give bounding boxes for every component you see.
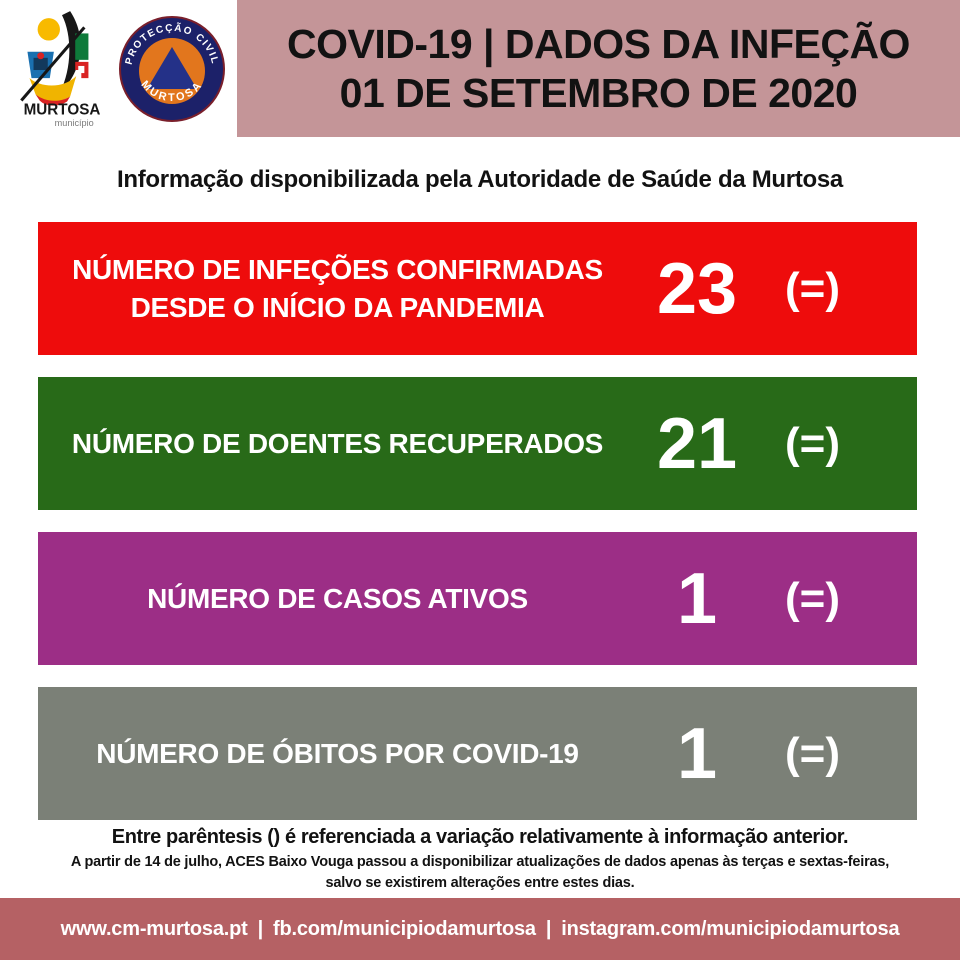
note-secondary-line1: A partir de 14 de julho, ACES Baixo Voug… xyxy=(70,854,890,870)
stat-label: NÚMERO DE DOENTES RECUPERADOS xyxy=(38,425,637,463)
stat-label: NÚMERO DE INFEÇÕES CONFIRMADAS DESDE O I… xyxy=(38,251,637,327)
stat-number: 1 xyxy=(676,558,718,639)
stat-label-line1: NÚMERO DE INFEÇÕES CONFIRMADAS xyxy=(72,253,603,285)
stat-value: 1 (=) xyxy=(637,563,917,635)
footer-separator: | xyxy=(257,917,264,940)
murtosa-municipio-logo-icon: MURTOSA município xyxy=(19,10,100,127)
note-secondary-line2: salvo se existirem alterações entre este… xyxy=(325,875,635,892)
proteccao-civil-badge-icon: PROTECÇÃO CIVIL MURTOSA xyxy=(118,15,225,122)
stat-label-line2: DESDE O INÍCIO DA PANDEMIA xyxy=(130,291,545,323)
page-title-line1: COVID-19 | DADOS DA INFEÇÃO xyxy=(287,21,910,68)
stat-label: NÚMERO DE CASOS ATIVOS xyxy=(38,580,637,618)
subtitle: Informação disponibilizada pela Autorida… xyxy=(117,165,843,193)
top-strip: MURTOSA município PROTECÇÃO CIVIL MURTOS… xyxy=(0,0,960,137)
stat-variation: (=) xyxy=(785,728,840,778)
header-band: COVID-19 | DADOS DA INFEÇÃO 01 DE SETEMB… xyxy=(237,0,960,137)
murtosa-logo-subtext: município xyxy=(54,117,93,127)
footer-separator: | xyxy=(545,917,552,940)
stat-variation: (=) xyxy=(785,418,840,468)
stat-variation: (=) xyxy=(785,263,840,313)
subtitle-wrap: Informação disponibilizada pela Autorida… xyxy=(0,137,960,222)
stat-label-line1: NÚMERO DE ÓBITOS POR COVID-19 xyxy=(96,737,579,769)
stat-band-deaths: NÚMERO DE ÓBITOS POR COVID-19 1 (=) xyxy=(38,687,917,820)
footer-link-instagram[interactable]: instagram.com/municipiodamurtosa xyxy=(561,917,900,940)
stat-label-line1: NÚMERO DE CASOS ATIVOS xyxy=(147,582,528,614)
stat-number: 23 xyxy=(656,248,738,329)
stat-number: 1 xyxy=(676,713,718,794)
footer-link-website[interactable]: www.cm-murtosa.pt xyxy=(60,917,248,940)
page-title-line2: 01 DE SETEMBRO DE 2020 xyxy=(339,69,858,116)
stat-number: 21 xyxy=(656,403,738,484)
stats-list: NÚMERO DE INFEÇÕES CONFIRMADAS DESDE O I… xyxy=(0,222,960,820)
note-main: Entre parêntesis () é referenciada a var… xyxy=(111,826,849,848)
stat-value: 21 (=) xyxy=(637,408,917,480)
footer-link-facebook[interactable]: fb.com/municipiodamurtosa xyxy=(273,917,536,940)
stat-label: NÚMERO DE ÓBITOS POR COVID-19 xyxy=(38,735,637,773)
logo-area: MURTOSA município PROTECÇÃO CIVIL MURTOS… xyxy=(0,0,237,137)
notes: Entre parêntesis () é referenciada a var… xyxy=(0,820,960,898)
footer-band: www.cm-murtosa.pt | fb.com/municipiodamu… xyxy=(0,898,960,960)
stat-band-active: NÚMERO DE CASOS ATIVOS 1 (=) xyxy=(38,532,917,665)
note-secondary: A partir de 14 de julho, ACES Baixo Voug… xyxy=(0,852,960,894)
stat-band-recovered: NÚMERO DE DOENTES RECUPERADOS 21 (=) xyxy=(38,377,917,510)
stat-value: 23 (=) xyxy=(637,253,917,325)
stat-variation: (=) xyxy=(785,573,840,623)
stat-label-line1: NÚMERO DE DOENTES RECUPERADOS xyxy=(71,427,604,459)
stat-value: 1 (=) xyxy=(637,718,917,790)
stat-band-infections: NÚMERO DE INFEÇÕES CONFIRMADAS DESDE O I… xyxy=(38,222,917,355)
murtosa-logo-wordmark: MURTOSA xyxy=(23,101,100,118)
